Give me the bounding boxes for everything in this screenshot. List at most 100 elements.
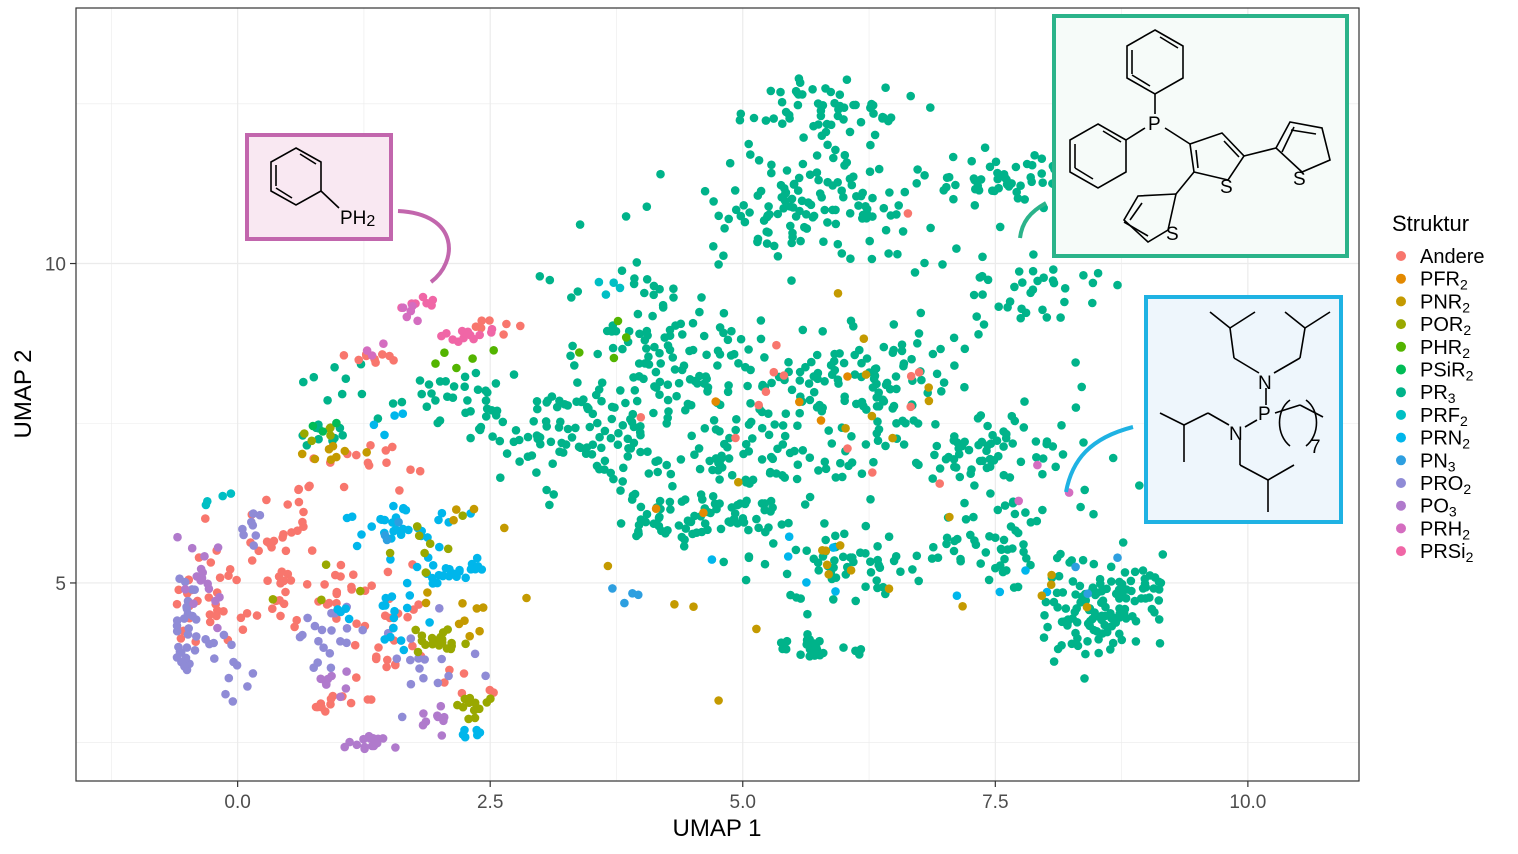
point-PR3 bbox=[985, 532, 994, 541]
point-PR3 bbox=[960, 498, 969, 508]
point-PR3 bbox=[533, 404, 542, 414]
point-PR3 bbox=[579, 395, 588, 404]
legend-label-POR2: POR2 bbox=[1420, 314, 1471, 338]
point-PR3 bbox=[790, 446, 799, 456]
point-PR3 bbox=[741, 575, 751, 585]
point-PR3 bbox=[662, 460, 671, 470]
point-PR3 bbox=[881, 441, 890, 451]
point-PRO2 bbox=[481, 671, 490, 681]
point-PR3 bbox=[818, 327, 827, 336]
point-Andere bbox=[278, 533, 287, 542]
point-PR3 bbox=[1108, 453, 1118, 463]
point-POR2 bbox=[428, 639, 437, 649]
point-PR3 bbox=[1019, 547, 1028, 557]
point-PR3 bbox=[862, 405, 871, 414]
point-PRO2 bbox=[251, 531, 261, 540]
point-PR3 bbox=[1097, 586, 1106, 596]
point-PO3 bbox=[342, 667, 351, 676]
point-PR3 bbox=[766, 86, 776, 96]
point-PR3 bbox=[979, 320, 989, 329]
point-PR3 bbox=[777, 520, 787, 529]
point-PR3 bbox=[668, 353, 678, 362]
point-PR3 bbox=[727, 470, 737, 480]
point-PNR2 bbox=[452, 505, 461, 514]
point-PR3 bbox=[821, 84, 830, 93]
point-PR3 bbox=[629, 422, 639, 432]
legend-label-PSiR2: PSiR2 bbox=[1420, 360, 1474, 384]
point-PR3 bbox=[1010, 416, 1020, 426]
point-PNR2 bbox=[833, 289, 843, 298]
legend-key-POR2 bbox=[1396, 319, 1406, 330]
point-POR2 bbox=[427, 633, 437, 643]
point-PR3 bbox=[731, 205, 741, 215]
point-PR3 bbox=[936, 344, 945, 354]
point-PR3 bbox=[1130, 596, 1140, 606]
point-PO3 bbox=[365, 734, 375, 743]
point-PNR2 bbox=[522, 593, 531, 603]
point-POR2 bbox=[307, 436, 317, 446]
point-PR3 bbox=[788, 203, 798, 212]
point-PR3 bbox=[976, 559, 985, 568]
sulfur-label-2: S bbox=[1293, 169, 1306, 190]
legend-label-subscript: 2 bbox=[1462, 436, 1470, 452]
point-PRO2 bbox=[248, 669, 258, 678]
point-PNR2 bbox=[924, 396, 934, 406]
point-PR3 bbox=[665, 497, 675, 507]
point-PR3 bbox=[649, 281, 659, 291]
point-PR3 bbox=[907, 354, 916, 364]
point-PR3 bbox=[556, 417, 565, 427]
point-PR3 bbox=[749, 113, 759, 123]
point-PR3 bbox=[594, 385, 604, 394]
point-PR3 bbox=[823, 177, 832, 187]
point-PR3 bbox=[867, 254, 877, 264]
point-Andere bbox=[485, 316, 494, 325]
point-PR3 bbox=[897, 340, 907, 350]
point-PR3 bbox=[973, 414, 983, 423]
point-PR3 bbox=[868, 101, 878, 110]
point-PR3 bbox=[742, 496, 751, 506]
point-PHR2 bbox=[431, 359, 440, 368]
legend-key-PRN2 bbox=[1396, 432, 1406, 443]
point-Andere bbox=[389, 356, 398, 365]
point-PR3 bbox=[761, 116, 771, 125]
point-PRO2 bbox=[248, 521, 258, 530]
point-PRO2 bbox=[327, 626, 336, 635]
legend: Struktur AnderePFR2PNR2POR2PHR2PSiR2PR3P… bbox=[1392, 211, 1485, 565]
point-PRO2 bbox=[303, 613, 312, 623]
point-Andere bbox=[265, 540, 275, 549]
point-PR3 bbox=[536, 439, 545, 449]
point-PR3 bbox=[835, 90, 845, 99]
point-PR3 bbox=[795, 367, 805, 377]
point-Andere bbox=[247, 556, 257, 565]
point-PR3 bbox=[748, 434, 757, 443]
point-PR3 bbox=[881, 225, 891, 235]
point-PR3 bbox=[1038, 305, 1047, 315]
point-PR3 bbox=[974, 330, 983, 339]
legend-label-PNR2: PNR2 bbox=[1420, 291, 1470, 315]
point-PRO2 bbox=[249, 509, 258, 518]
legend-label-subscript: 2 bbox=[1463, 481, 1471, 497]
point-PR3 bbox=[1071, 358, 1080, 367]
point-PR3 bbox=[1003, 545, 1012, 554]
point-PR3 bbox=[796, 236, 805, 246]
point-PR3 bbox=[567, 293, 576, 302]
point-PR3 bbox=[662, 419, 671, 428]
legend-label-PN3: PN3 bbox=[1420, 450, 1456, 474]
point-PN3 bbox=[608, 584, 617, 593]
point-PR3 bbox=[1078, 555, 1088, 565]
point-PR3 bbox=[733, 519, 742, 528]
chain-length-subscript: 7 bbox=[1310, 437, 1321, 458]
point-PO3 bbox=[436, 701, 446, 711]
point-Andere bbox=[339, 482, 349, 492]
point-PR3 bbox=[955, 472, 965, 482]
point-PRO2 bbox=[190, 646, 200, 655]
point-PR3 bbox=[782, 166, 792, 175]
point-PNR2 bbox=[859, 334, 869, 344]
point-PR3 bbox=[655, 348, 664, 358]
annotation-box-phenylphosphine bbox=[245, 133, 393, 241]
point-PR3 bbox=[1079, 271, 1088, 280]
point-PR3 bbox=[798, 446, 808, 455]
point-PR3 bbox=[910, 268, 920, 277]
point-PNR2 bbox=[1046, 580, 1056, 589]
point-PR3 bbox=[868, 383, 878, 392]
